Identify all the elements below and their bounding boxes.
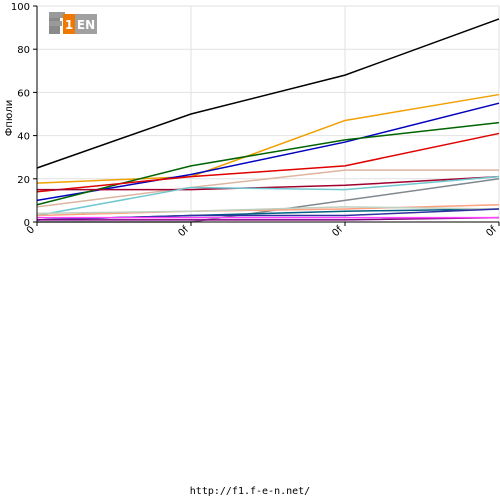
y-tick-label-5: 100 — [11, 2, 30, 13]
footer-url: http://f1.f-e-n.net/ — [189, 486, 311, 497]
y-tick-label-4: 80 — [17, 45, 30, 56]
series-line-6 — [37, 175, 500, 191]
y-tick-label-1: 20 — [17, 175, 30, 186]
chart-series — [36, 18, 500, 223]
x-tick-label-2: 0f — [330, 224, 345, 239]
series-line-0 — [36, 18, 500, 169]
x-axis-ticks: 0 0f 0f 0f — [25, 222, 500, 239]
f1-fen-logo: EN 1 — [48, 10, 98, 36]
y-tick-label-2: 40 — [17, 132, 30, 143]
series-line-4 — [36, 132, 500, 193]
series-line-3 — [36, 121, 500, 206]
y-axis-ticks: 0 20 40 60 80 100 — [11, 2, 37, 229]
x-tick-label-0: 0 — [25, 224, 37, 236]
series-line-13 — [37, 216, 500, 221]
svg-text:EN: EN — [77, 18, 95, 32]
series-line-5 — [36, 169, 499, 208]
y-tick-label-3: 60 — [17, 88, 30, 99]
chart-axes — [36, 6, 499, 223]
y-axis-label: Фпюли — [4, 100, 15, 136]
series-line-9 — [36, 203, 500, 217]
x-tick-label-3: 0f — [484, 224, 499, 239]
x-tick-label-1: 0f — [176, 224, 191, 239]
y-tick-label-0: 0 — [24, 218, 30, 229]
series-line-2 — [36, 102, 500, 202]
series-line-1 — [36, 93, 500, 184]
series-line-11 — [36, 206, 500, 215]
series-line-7 — [36, 175, 500, 217]
svg-text:1: 1 — [65, 18, 73, 32]
